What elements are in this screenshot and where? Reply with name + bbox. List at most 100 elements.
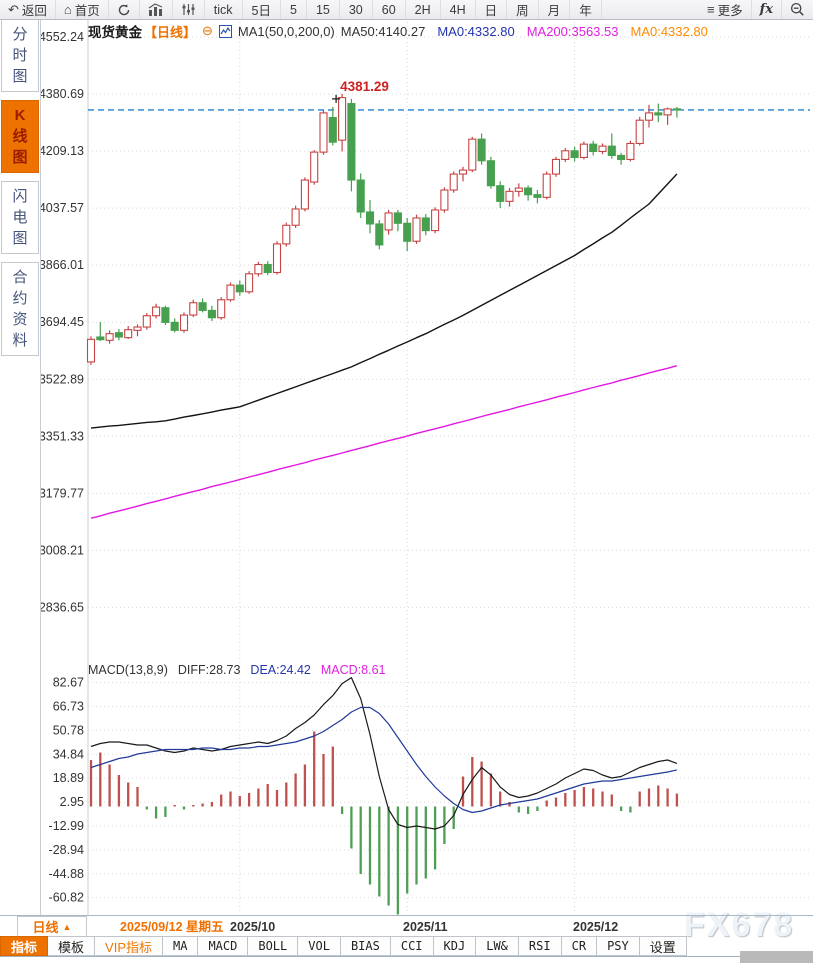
svg-text:4037.57: 4037.57 [39,201,84,215]
candle [477,138,486,162]
scrollbar-corner [740,951,813,963]
candle [626,142,635,160]
sidebar-tab-闪电图[interactable]: 闪电图 [1,181,39,254]
svg-text:3008.21: 3008.21 [39,543,84,557]
sidebar-tab-分时图[interactable]: 分时图 [1,19,39,92]
period-button-15[interactable]: 15 [307,0,340,19]
date-row-stub [0,916,18,936]
zoom-out-button[interactable] [782,0,813,19]
ma-settings-label: MA1(50,0,200,0) [237,23,335,39]
candle [635,119,644,145]
candle [542,173,551,198]
candle [226,284,235,301]
candle [263,263,272,274]
refresh-button[interactable] [109,0,140,19]
macd-title: MACD(13,8,9) [88,663,168,677]
candle [124,329,133,339]
candle [533,194,542,198]
candle [672,108,681,111]
period-button-30[interactable]: 30 [340,0,373,19]
period-button-5[interactable]: 5 [281,0,307,19]
macd-macd-value: MACD:8.61 [320,663,386,677]
period-selector[interactable]: 日线 ▲ [17,916,87,937]
indicator-tab-VOL[interactable]: VOL [298,936,341,956]
axis-labels: 4552.24 4380.69 4209.13 4037.57 3866.01 3694.… [39,30,84,905]
period-tag: 【日线】 [144,24,197,40]
svg-text:66.73: 66.73 [53,699,84,713]
candle [133,326,142,331]
candle [403,222,412,242]
indicator-tab-CCI[interactable]: CCI [390,936,434,956]
ma200-line [90,365,678,519]
period-button-日[interactable]: 日 [476,0,508,19]
indicator-tab-KDJ[interactable]: KDJ [433,936,477,956]
indicator-tab-CR[interactable]: CR [561,936,598,956]
candle [310,151,319,183]
indicator-tab-RSI[interactable]: RSI [518,936,562,956]
home-button[interactable]: ⌂ 首页 [56,0,109,19]
indicator-tab-模板[interactable]: 模板 [48,936,96,956]
formula-button[interactable]: fx [752,0,782,19]
chart-type-button[interactable] [140,0,173,19]
indicator-tab-VIP指标[interactable]: VIP指标 [95,936,163,956]
svg-text:34.84: 34.84 [53,747,84,761]
candle [589,143,598,153]
svg-text:4552.24: 4552.24 [39,30,84,44]
svg-text:2025/11: 2025/11 [403,920,448,934]
candle [282,224,291,245]
period-button-5日[interactable]: 5日 [243,0,281,19]
indicator-tab-MACD[interactable]: MACD [198,936,249,956]
candle [514,187,523,192]
macd-histogram [89,731,679,915]
macd-header: MACD(13,8,9) DIFF:28.73 DEA:24.42 MACD:8… [88,663,386,677]
more-button[interactable]: ≡ 更多 [699,0,752,19]
period-button-月[interactable]: 月 [539,0,571,19]
candle [431,209,440,232]
ma-value-2: MA200:3563.53 [526,23,619,39]
sidebar-tab-合约资料[interactable]: 合约资料 [1,262,39,356]
more-label: 更多 [717,4,743,18]
period-button-周[interactable]: 周 [507,0,539,19]
candle [449,173,458,191]
indicator-tab-LW&[interactable]: LW& [476,936,519,956]
period-button-4H[interactable]: 4H [441,0,476,19]
back-button[interactable]: ↶ 返回 [0,0,56,19]
indicator-tab-设置[interactable]: 设置 [639,936,687,956]
period-button-60[interactable]: 60 [373,0,406,19]
candle [524,187,533,196]
period-button-tick[interactable]: tick [205,0,243,19]
svg-text:4209.13: 4209.13 [39,144,84,158]
period-button-年[interactable]: 年 [570,0,602,19]
indicator-tab-BIAS[interactable]: BIAS [340,936,391,956]
period-button-2H[interactable]: 2H [406,0,441,19]
candle [505,190,514,202]
candle [142,315,151,328]
indicator-tab-MA[interactable]: MA [163,936,199,956]
date-axis-labels: 2025/09/12 星期五 2025/10 2025/11 2025/12 [120,919,618,934]
candle [179,314,189,331]
svg-text:3179.77: 3179.77 [39,486,84,500]
svg-text:3351.33: 3351.33 [39,429,84,443]
indicator-tab-指标[interactable]: 指标 [0,936,49,956]
indicator-settings-button[interactable] [173,0,205,19]
candle [254,263,263,275]
mini-chart-icon [218,24,232,38]
indicator-tab-PSY[interactable]: PSY [597,936,640,956]
candle [198,302,207,311]
collapse-icon[interactable]: ⊖ [202,23,213,38]
candle [412,217,421,242]
refresh-icon [118,3,129,15]
period-selector-label: 日线 [32,920,59,935]
panel-divider [0,915,813,916]
gridlines [87,19,810,915]
candle [365,211,375,225]
candle [338,97,347,141]
back-arrow-icon: ↶ [8,2,19,17]
bar-chart-icon [148,3,163,16]
ma-value-1: MA0:4332.80 [437,23,515,39]
indicator-tab-BOLL[interactable]: BOLL [248,936,299,956]
candle [291,208,300,226]
